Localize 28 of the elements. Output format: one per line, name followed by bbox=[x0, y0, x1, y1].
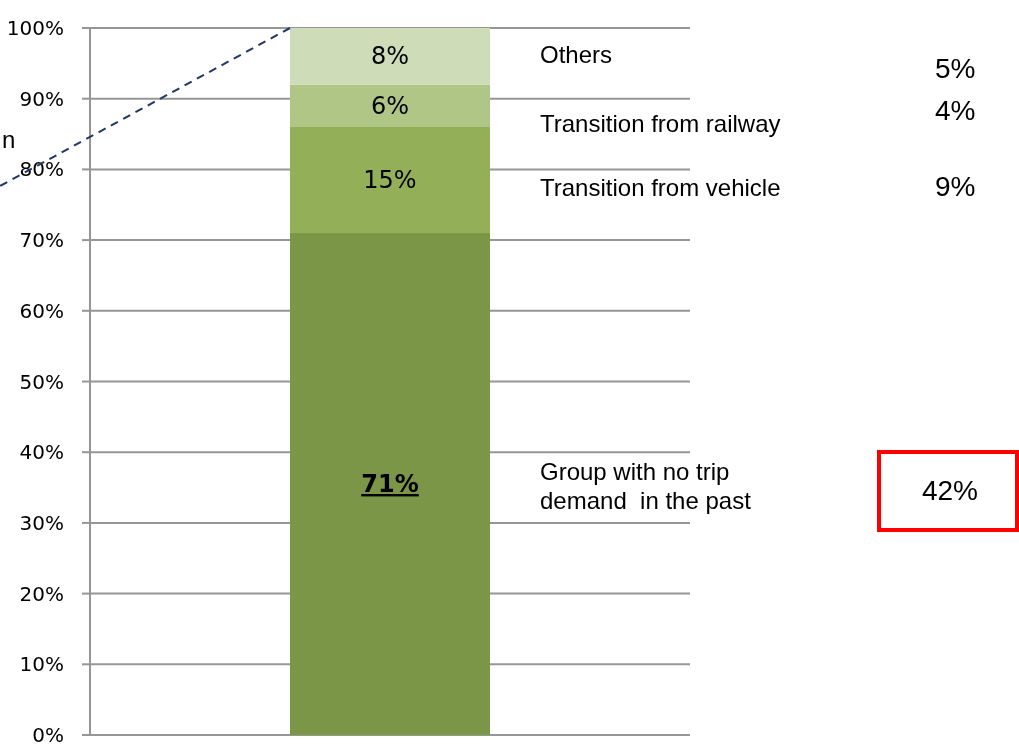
y-tick-label: 10% bbox=[19, 652, 64, 677]
annotation: Transition from vehicle bbox=[540, 174, 781, 201]
data-label: 71% bbox=[361, 470, 419, 499]
text: 4% bbox=[935, 95, 976, 126]
data-label: 6% bbox=[370, 91, 410, 120]
data-label: 15% bbox=[363, 166, 417, 195]
annotation: Transition from railway bbox=[540, 110, 781, 137]
y-tick-label: 70% bbox=[19, 228, 64, 253]
y-tick-label: 40% bbox=[19, 440, 64, 465]
y-tick-label: 80% bbox=[19, 157, 64, 182]
y-tick-label: 0% bbox=[32, 723, 64, 747]
y-tick-label: 50% bbox=[19, 369, 64, 394]
bar bbox=[290, 84, 490, 127]
annotation: Group with no trip demand in the past bbox=[540, 458, 752, 514]
y-tick-label: 30% bbox=[19, 510, 64, 535]
text: 9% bbox=[935, 171, 976, 202]
data-label: 8% bbox=[370, 42, 410, 71]
annotation: Others bbox=[540, 41, 613, 68]
y-tick-label: 100% bbox=[6, 16, 64, 40]
text: n bbox=[2, 126, 16, 153]
y-tick-label: 20% bbox=[19, 581, 64, 606]
text: 42% bbox=[921, 475, 979, 506]
bar bbox=[290, 233, 490, 735]
bar bbox=[290, 28, 490, 85]
text: 5% bbox=[935, 53, 976, 84]
bar bbox=[290, 126, 490, 234]
y-tick-label: 60% bbox=[19, 298, 64, 323]
y-tick-label: 90% bbox=[19, 86, 64, 111]
